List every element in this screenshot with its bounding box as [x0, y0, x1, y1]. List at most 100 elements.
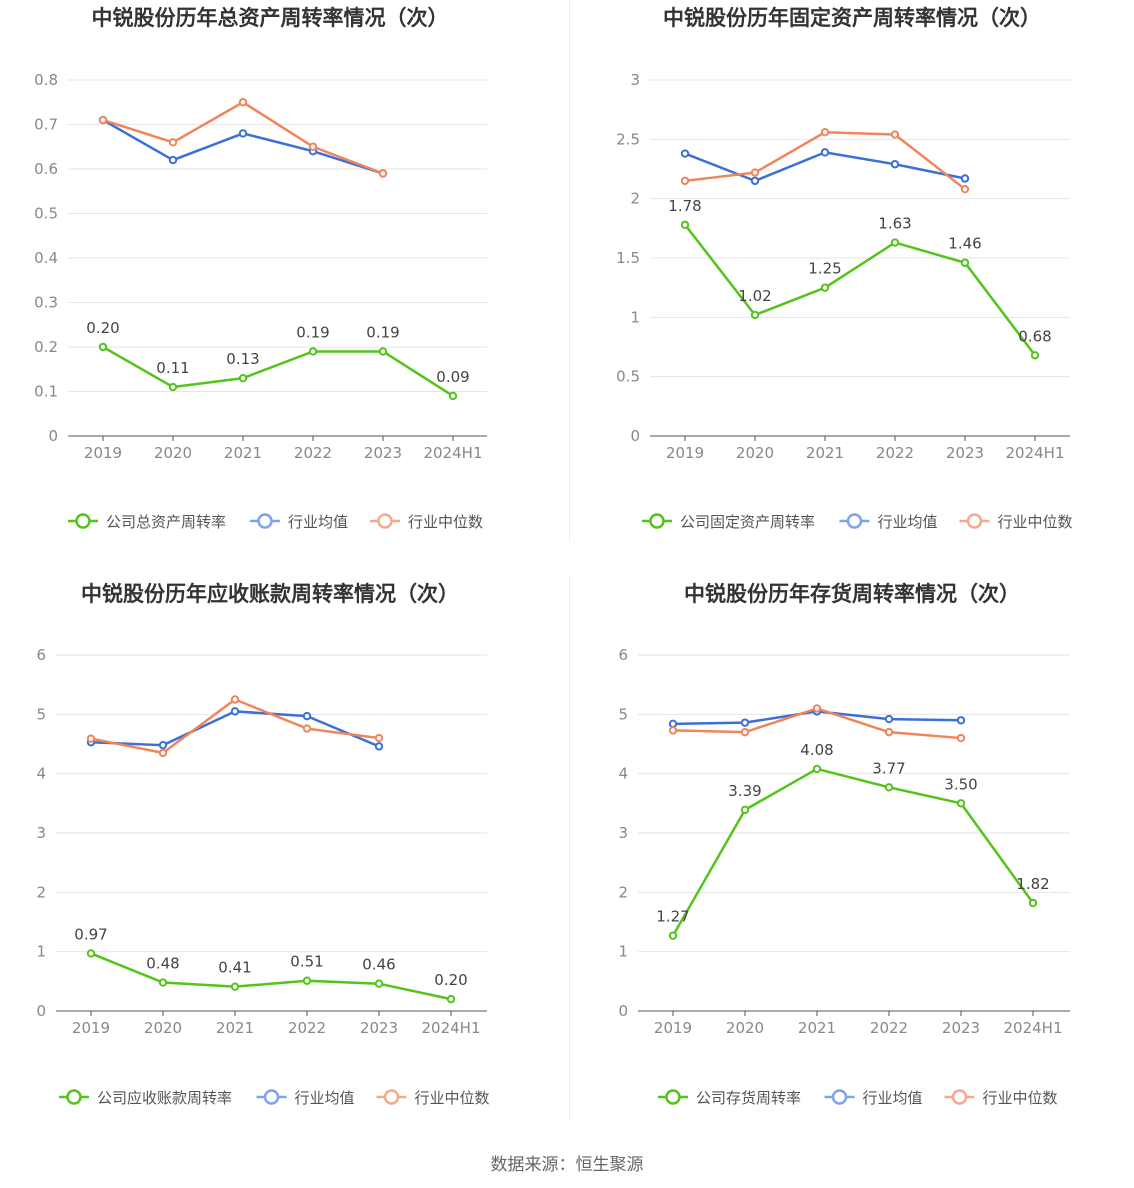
- data-label: 1.78: [668, 197, 701, 215]
- data-point[interactable]: [890, 130, 900, 139]
- data-point[interactable]: [98, 115, 108, 125]
- data-point[interactable]: [960, 258, 970, 267]
- legend-item[interactable]: 行业均值: [250, 513, 348, 531]
- legend-item[interactable]: 公司应收账款周转率: [59, 1089, 232, 1107]
- data-point[interactable]: [812, 764, 822, 774]
- legend-item[interactable]: 公司存货周转率: [658, 1089, 801, 1107]
- data-point[interactable]: [230, 707, 240, 716]
- data-point[interactable]: [884, 783, 894, 792]
- legend: 公司应收账款周转率 行业均值 行业中位数: [59, 1089, 490, 1107]
- y-tick-label: 0.4: [34, 249, 58, 267]
- legend-item[interactable]: 公司总资产周转率: [68, 513, 226, 531]
- data-point[interactable]: [308, 142, 318, 151]
- vertical-divider-top: [569, 0, 570, 542]
- data-point[interactable]: [820, 148, 830, 157]
- data-point[interactable]: [956, 733, 966, 743]
- data-point[interactable]: [98, 342, 108, 352]
- data-label: 1.27: [656, 908, 689, 926]
- data-point[interactable]: [890, 160, 900, 169]
- data-point[interactable]: [820, 283, 830, 292]
- data-point[interactable]: [750, 310, 760, 320]
- data-label: 3.50: [944, 775, 977, 793]
- data-point[interactable]: [750, 168, 760, 177]
- series-line-industry-avg: [90, 710, 380, 748]
- legend-item[interactable]: 行业均值: [256, 1089, 355, 1107]
- data-point[interactable]: [168, 382, 178, 392]
- legend-item[interactable]: 行业中位数: [376, 1089, 490, 1107]
- data-point[interactable]: [374, 979, 384, 988]
- data-point[interactable]: [1030, 351, 1040, 360]
- data-point[interactable]: [158, 740, 168, 750]
- chart-2: 中锐股份历年固定资产周转率情况（次） 0 0.5 1 1.5 2 2.5 3 2019 2020 2…: [616, 6, 1072, 531]
- data-point[interactable]: [680, 220, 690, 229]
- data-point[interactable]: [308, 347, 318, 356]
- data-point[interactable]: [680, 176, 690, 186]
- data-point[interactable]: [86, 949, 96, 958]
- data-point[interactable]: [302, 724, 312, 733]
- data-point[interactable]: [820, 128, 830, 137]
- legend-label: 公司应收账款周转率: [97, 1089, 232, 1107]
- legend-item[interactable]: 行业中位数: [370, 513, 483, 531]
- data-point[interactable]: [884, 714, 894, 724]
- legend-item[interactable]: 行业均值: [824, 1089, 923, 1107]
- data-point[interactable]: [750, 176, 760, 186]
- data-label: 4.08: [800, 741, 833, 759]
- data-point[interactable]: [158, 978, 168, 987]
- data-point[interactable]: [740, 805, 750, 815]
- legend-item[interactable]: 行业均值: [839, 513, 938, 531]
- data-point[interactable]: [378, 169, 388, 178]
- data-point[interactable]: [740, 718, 750, 727]
- data-point[interactable]: [890, 238, 900, 247]
- y-tick-label: 1.5: [616, 249, 640, 267]
- y-tick-label: 4: [36, 765, 46, 783]
- data-point[interactable]: [668, 931, 678, 940]
- data-point[interactable]: [302, 976, 312, 985]
- x-tick-label: 2022: [288, 1019, 326, 1037]
- data-point[interactable]: [158, 748, 168, 758]
- data-point[interactable]: [668, 719, 678, 729]
- data-label: 0.48: [146, 955, 179, 973]
- x-tick-label: 2024H1: [424, 444, 483, 462]
- data-point[interactable]: [446, 994, 456, 1004]
- data-point[interactable]: [168, 138, 178, 147]
- data-label: 0.11: [156, 359, 189, 377]
- data-point[interactable]: [956, 799, 966, 808]
- data-point[interactable]: [884, 727, 894, 737]
- y-tick-label: 0: [48, 427, 58, 445]
- data-point[interactable]: [230, 695, 240, 704]
- data-point[interactable]: [378, 347, 388, 356]
- legend-item[interactable]: 公司固定资产周转率: [642, 513, 815, 531]
- data-point[interactable]: [302, 711, 312, 721]
- data-label: 0.09: [436, 368, 469, 386]
- data-point[interactable]: [448, 391, 458, 401]
- chart-title: 中锐股份历年固定资产周转率情况（次）: [663, 6, 1041, 30]
- legend-item[interactable]: 行业中位数: [944, 1089, 1058, 1107]
- data-label: 1.46: [948, 235, 981, 253]
- data-point[interactable]: [374, 742, 384, 751]
- data-point[interactable]: [374, 733, 384, 743]
- data-point[interactable]: [812, 704, 822, 713]
- data-point[interactable]: [168, 155, 178, 165]
- chart-3: 中锐股份历年应收账款周转率情况（次） 0 1 2 3 4 5 6 2019 2020 2021 202…: [36, 582, 489, 1107]
- data-label: 0.13: [226, 350, 259, 368]
- data-point[interactable]: [668, 726, 678, 735]
- data-point[interactable]: [960, 184, 970, 194]
- data-point[interactable]: [230, 982, 240, 991]
- x-tick-label: 2023: [360, 1019, 398, 1037]
- data-point[interactable]: [86, 734, 96, 743]
- legend-item[interactable]: 行业中位数: [959, 513, 1073, 531]
- data-point[interactable]: [740, 727, 750, 737]
- y-tick-label: 3: [618, 824, 628, 842]
- x-tick-label: 2022: [294, 444, 332, 462]
- data-point[interactable]: [1028, 898, 1038, 908]
- data-point[interactable]: [238, 98, 248, 107]
- data-point[interactable]: [960, 174, 970, 183]
- y-tick-label: 5: [618, 705, 628, 723]
- data-point[interactable]: [956, 716, 966, 725]
- data-point[interactable]: [680, 149, 690, 158]
- data-point[interactable]: [238, 129, 248, 138]
- data-point[interactable]: [238, 373, 248, 383]
- legend-marker: [649, 513, 665, 529]
- y-tick-label: 0.2: [34, 338, 58, 356]
- data-label: 0.68: [1018, 327, 1051, 345]
